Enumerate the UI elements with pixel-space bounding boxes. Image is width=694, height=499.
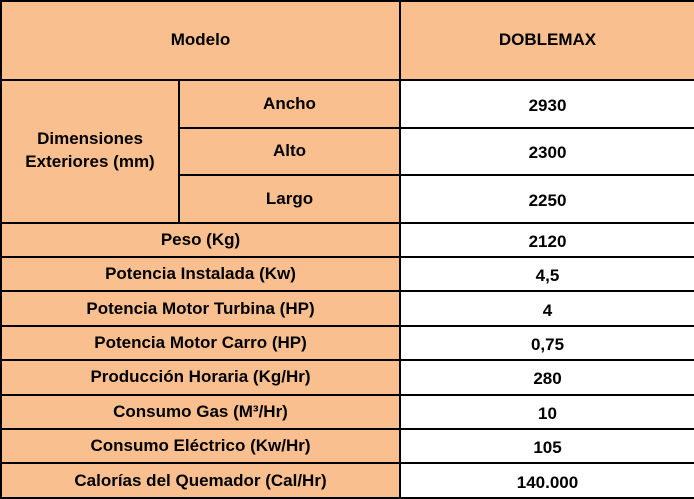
table-row: Peso (Kg) 2120	[0, 221, 694, 259]
spec-installed-power-value: 4,5	[399, 256, 694, 293]
table-row: Consumo Eléctrico (Kw/Hr) 105	[0, 428, 694, 465]
table-row: Producción Horaria (Kg/Hr) 280	[0, 359, 694, 396]
model-name-cell: DOBLEMAX	[399, 0, 694, 81]
spec-hourly-production-label: Producción Horaria (Kg/Hr)	[0, 359, 401, 396]
spec-turbine-motor-label: Potencia Motor Turbina (HP)	[0, 290, 401, 327]
spec-gas-consumption-label: Consumo Gas (M³/Hr)	[0, 393, 401, 431]
dimension-height-value: 2300	[399, 126, 694, 177]
table-row: Calorías del Quemador (Cal/Hr) 140.000	[0, 462, 694, 499]
table-row: Consumo Gas (M³/Hr) 10	[0, 393, 694, 431]
table-row: Potencia Motor Turbina (HP) 4	[0, 290, 694, 327]
dimensions-group-label: Dimensiones Exteriores (mm)	[0, 78, 180, 224]
model-header-label: Modelo	[0, 0, 401, 81]
spec-cart-motor-value: 0,75	[399, 324, 694, 362]
dimension-length-value: 2250	[399, 174, 694, 224]
spec-electric-consumption-value: 105	[399, 428, 694, 465]
spec-burner-calories-label: Calorías del Quemador (Cal/Hr)	[0, 462, 401, 499]
spec-electric-consumption-label: Consumo Eléctrico (Kw/Hr)	[0, 428, 401, 465]
spec-burner-calories-value: 140.000	[399, 462, 694, 499]
dimension-height-label: Alto	[178, 126, 401, 177]
table-row: Potencia Motor Carro (HP) 0,75	[0, 324, 694, 362]
spec-turbine-motor-value: 4	[399, 290, 694, 327]
table-row: Dimensiones Exteriores (mm) Ancho 2930	[0, 78, 694, 224]
spec-weight-value: 2120	[399, 221, 694, 259]
dimension-width-label: Ancho	[178, 78, 401, 129]
dimension-length-label: Largo	[178, 174, 401, 224]
table-row: Largo 2250	[1, 174, 694, 224]
table-row: Modelo DOBLEMAX	[0, 0, 694, 81]
spec-gas-consumption-value: 10	[399, 393, 694, 431]
table-row: Potencia Instalada (Kw) 4,5	[0, 256, 694, 293]
spec-installed-power-label: Potencia Instalada (Kw)	[0, 256, 401, 293]
spec-cart-motor-label: Potencia Motor Carro (HP)	[0, 324, 401, 362]
spec-weight-label: Peso (Kg)	[0, 221, 401, 259]
dimension-width-value: 2930	[399, 78, 694, 129]
spec-hourly-production-value: 280	[399, 359, 694, 396]
